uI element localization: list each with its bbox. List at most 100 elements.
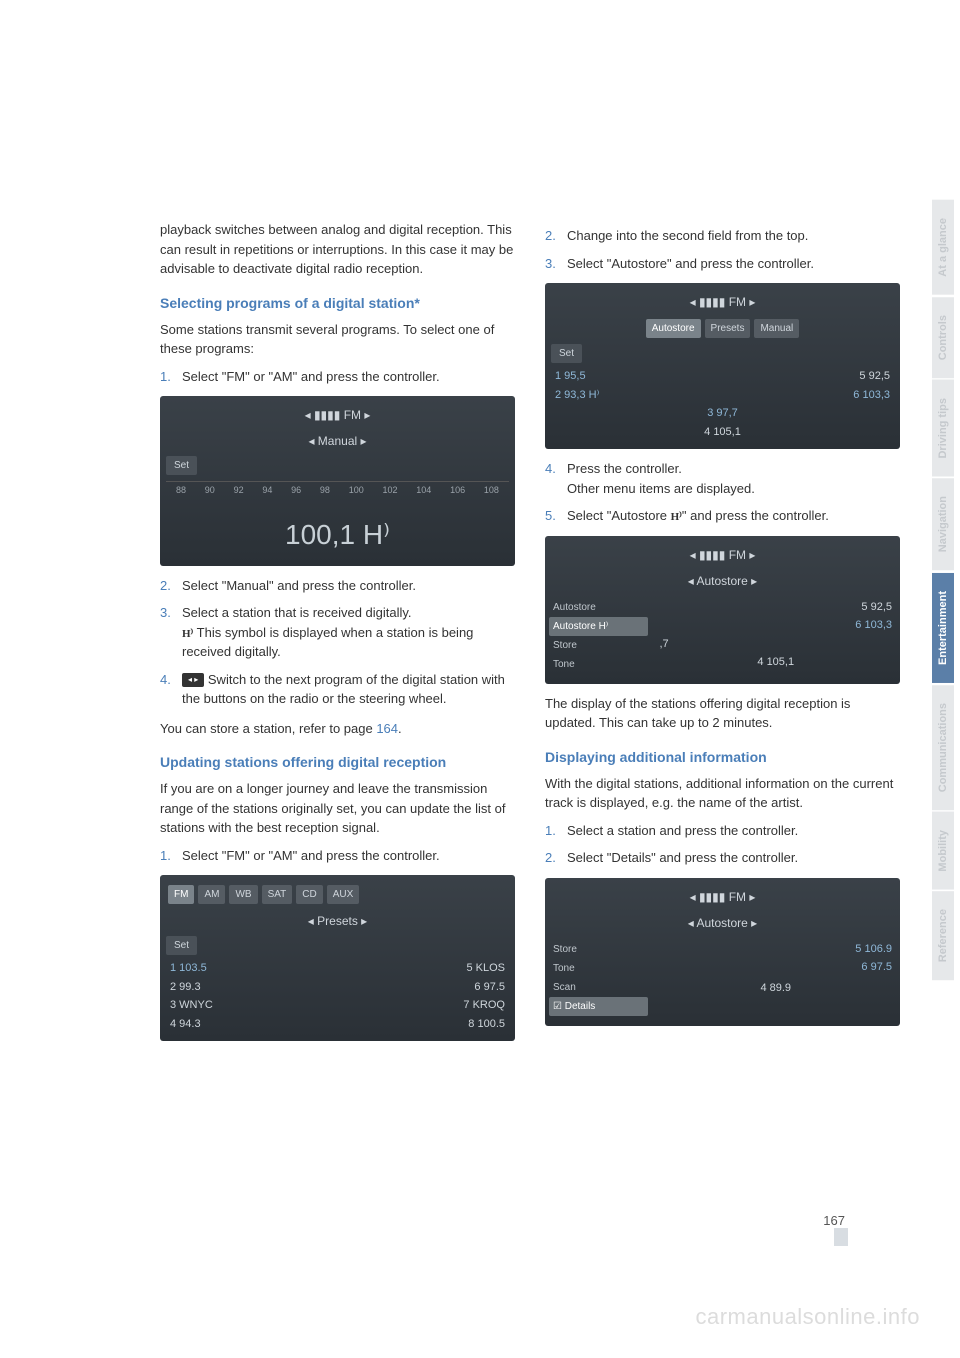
ss-menu: Store Tone Scan ☑ Details 5 106.9 6 97.5…: [545, 936, 900, 1020]
step-text: " and press the controller.: [682, 508, 829, 523]
ss-menu: Autostore Autostore H⁾ Store Tone 5 92,5…: [545, 594, 900, 678]
ss-menu-item: Tone: [549, 959, 648, 978]
step-number: 2.: [160, 576, 171, 596]
tab-entertainment[interactable]: Entertainment: [932, 573, 954, 683]
radio-screenshot-autostore-hd: ◂ ▮▮▮▮ FM ▸ ◂ Autostore ▸ Autostore Auto…: [545, 536, 900, 684]
ss-freq-scale: 88 90 92 94 96 98 100 102 104 106 108: [166, 481, 509, 500]
ss-menu-items: Autostore Autostore H⁾ Store Tone: [545, 594, 652, 678]
ss-header: ◂ ▮▮▮▮ FM ▸: [160, 402, 515, 428]
step-item: 1. Select "FM" or "AM" and press the con…: [160, 367, 515, 387]
tab-reference[interactable]: Reference: [932, 891, 954, 980]
ss-frequency: 100,1 H⁾: [160, 504, 515, 560]
steps-list: 4. Press the controller. Other menu item…: [545, 459, 900, 526]
ss-tab-autostore: Autostore: [646, 319, 701, 338]
ss-menu-item: Store: [549, 636, 648, 655]
section-tabs: At a glance Controls Driving tips Naviga…: [932, 200, 960, 983]
ss-station-list: 1 95,55 92,5 2 93,3 H⁾6 103,3 3 97,7 4 1…: [545, 365, 900, 443]
step-number: 5.: [545, 506, 556, 526]
ss-header: ◂ ▮▮▮▮ FM ▸: [545, 289, 900, 315]
steps-list: 1. Select "FM" or "AM" and press the con…: [160, 846, 515, 866]
page-number-bar: [834, 1228, 848, 1246]
step-text: Select "Autostore: [567, 508, 671, 523]
radio-screenshot-autostore: ◂ ▮▮▮▮ FM ▸ Autostore Presets Manual Set…: [545, 283, 900, 449]
ss-subheader: ◂ Presets ▸: [160, 908, 515, 934]
step-text: Select "FM" or "AM" and press the contro…: [182, 369, 440, 384]
ss-subheader: ◂ Autostore ▸: [545, 568, 900, 594]
hd-icon: H⁾: [182, 626, 193, 643]
step-number: 1.: [160, 367, 171, 387]
ss-preset-list: 1 103.55 KLOS 2 99.36 97.5 3 WNYC7 KROQ …: [160, 957, 515, 1035]
intro-paragraph: playback switches between analog and dig…: [160, 220, 515, 279]
step-text: This symbol is displayed when a station …: [182, 625, 473, 660]
tab-controls[interactable]: Controls: [932, 297, 954, 378]
ss-tab-cd: CD: [296, 885, 322, 904]
radio-screenshot-presets: FM AM WB SAT CD AUX ◂ Presets ▸ Set 1 10…: [160, 875, 515, 1041]
right-column: 2. Change into the second field from the…: [545, 220, 900, 1051]
step-number: 3.: [545, 254, 556, 274]
step-item: 3. Select "Autostore" and press the cont…: [545, 254, 900, 274]
step-text: Other menu items are displayed.: [567, 481, 755, 496]
ss-menu-items: Store Tone Scan ☑ Details: [545, 936, 652, 1020]
step-item: 2. Change into the second field from the…: [545, 226, 900, 246]
ss-menu-item: Scan: [549, 978, 648, 997]
ss-set-label: Set: [166, 936, 197, 955]
ss-menu-item-selected: Autostore H⁾: [549, 617, 648, 636]
steps-list: 1. Select a station and press the contro…: [545, 821, 900, 868]
step-text: Select "Details" and press the controlle…: [567, 850, 798, 865]
step-item: 3. Select a station that is received dig…: [160, 603, 515, 662]
paragraph: Some stations transmit several programs.…: [160, 320, 515, 359]
paragraph: You can store a station, refer to page 1…: [160, 719, 515, 739]
heading-selecting-programs: Selecting programs of a digital station*: [160, 293, 515, 314]
ss-subheader: ◂ Manual ▸: [160, 428, 515, 454]
step-text: Select a station and press the controlle…: [567, 823, 798, 838]
step-item: 4. ◂ ▸ Switch to the next program of the…: [160, 670, 515, 709]
ss-set-label: Set: [166, 456, 197, 475]
ss-menu-item: Autostore: [549, 598, 648, 617]
step-item: 1. Select a station and press the contro…: [545, 821, 900, 841]
watermark: carmanualsonline.info: [695, 1304, 920, 1330]
hd-icon: H⁾: [671, 509, 682, 526]
step-item: 5. Select "Autostore H⁾" and press the c…: [545, 506, 900, 526]
radio-screenshot-details: ◂ ▮▮▮▮ FM ▸ ◂ Autostore ▸ Store Tone Sca…: [545, 878, 900, 1026]
step-text: Select "FM" or "AM" and press the contro…: [182, 848, 440, 863]
page-number: 167: [823, 1213, 845, 1228]
ss-menu-item: Store: [549, 940, 648, 959]
step-text: Press the controller.: [567, 461, 682, 476]
ss-tab-fm: FM: [168, 885, 194, 904]
radio-screenshot-manual: ◂ ▮▮▮▮ FM ▸ ◂ Manual ▸ Set 88 90 92 94 9…: [160, 396, 515, 566]
tab-driving-tips[interactable]: Driving tips: [932, 380, 954, 477]
step-number: 4.: [545, 459, 556, 479]
ss-menu-item-selected: ☑ Details: [549, 997, 648, 1016]
tab-at-a-glance[interactable]: At a glance: [932, 200, 954, 295]
ss-tab-am: AM: [198, 885, 225, 904]
ss-tab-presets: Presets: [705, 319, 751, 338]
left-column: playback switches between analog and dig…: [160, 220, 515, 1051]
steps-list: 2. Change into the second field from the…: [545, 226, 900, 273]
paragraph: With the digital stations, additional in…: [545, 774, 900, 813]
ss-menu-item: Tone: [549, 655, 648, 674]
tab-navigation[interactable]: Navigation: [932, 478, 954, 570]
ss-tab-sat: SAT: [262, 885, 293, 904]
ss-station-list: 5 92,5 6 103,3 ,7 4 105,1: [652, 594, 901, 678]
step-number: 4.: [160, 670, 171, 690]
tab-mobility[interactable]: Mobility: [932, 812, 954, 890]
heading-displaying-info: Displaying additional information: [545, 747, 900, 768]
ss-mode-tabs: Autostore Presets Manual: [545, 315, 900, 342]
tab-communications[interactable]: Communications: [932, 685, 954, 810]
step-text: Switch to the next program of the digita…: [182, 672, 505, 707]
prev-next-button-icon: ◂ ▸: [182, 673, 204, 687]
step-item: 4. Press the controller. Other menu item…: [545, 459, 900, 498]
step-item: 2. Select "Details" and press the contro…: [545, 848, 900, 868]
page-link[interactable]: 164: [376, 721, 398, 736]
steps-list: 1. Select "FM" or "AM" and press the con…: [160, 367, 515, 387]
paragraph: If you are on a longer journey and leave…: [160, 779, 515, 838]
step-number: 2.: [545, 848, 556, 868]
ss-station-list: 5 106.9 6 97.5 4 89.9: [652, 936, 901, 1020]
step-number: 2.: [545, 226, 556, 246]
step-text: Select "Autostore" and press the control…: [567, 256, 814, 271]
step-item: 1. Select "FM" or "AM" and press the con…: [160, 846, 515, 866]
step-text: Select "Manual" and press the controller…: [182, 578, 416, 593]
ss-tab-manual: Manual: [754, 319, 799, 338]
paragraph: The display of the stations offering dig…: [545, 694, 900, 733]
ss-tab-aux: AUX: [327, 885, 360, 904]
